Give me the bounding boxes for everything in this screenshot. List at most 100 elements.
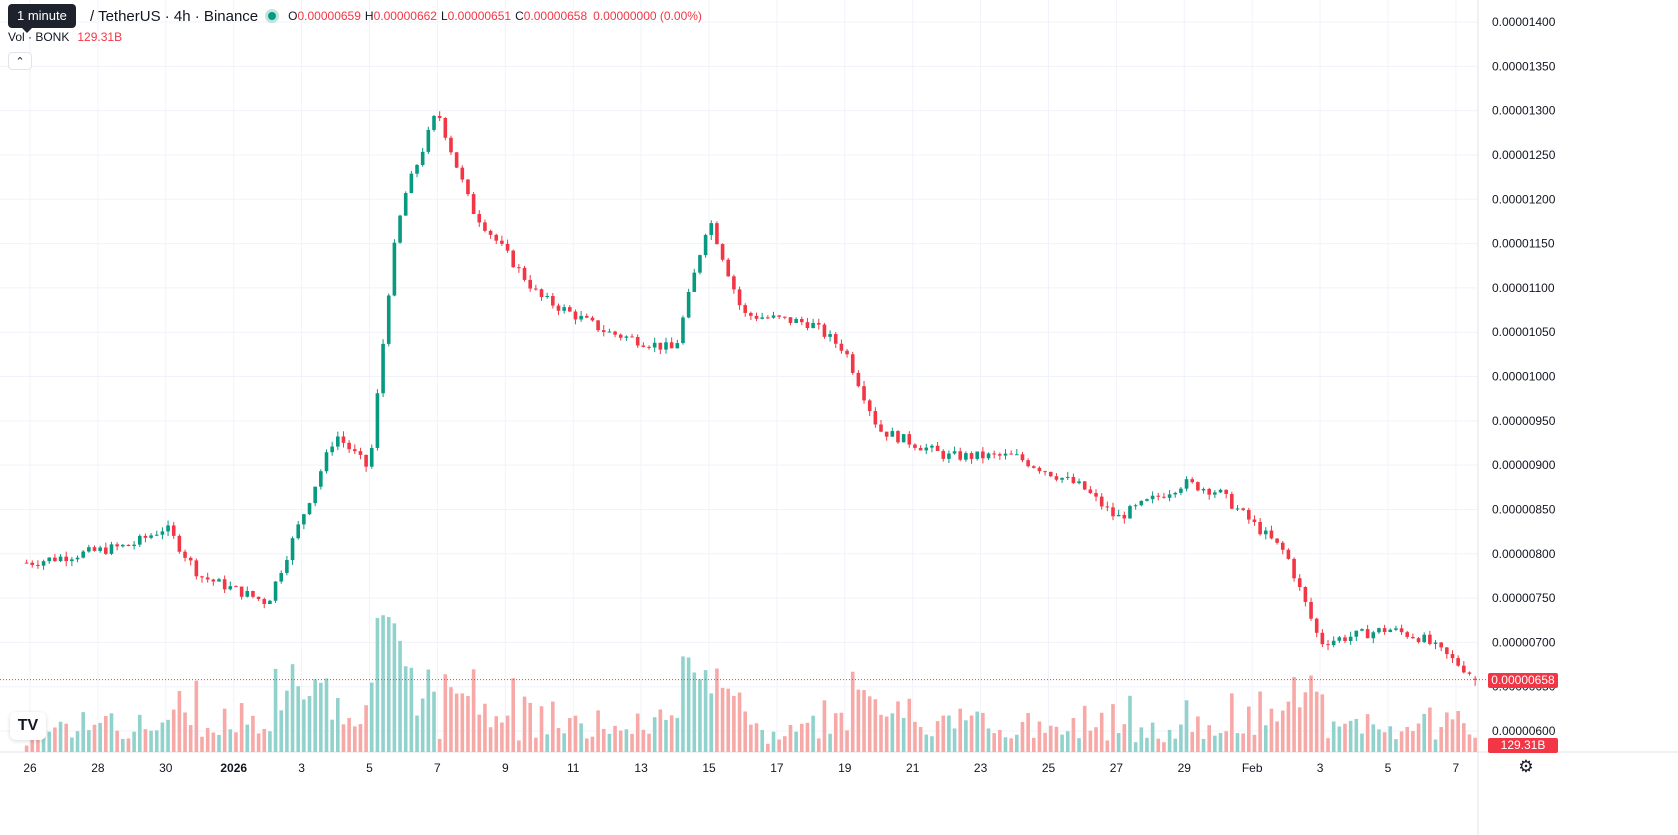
- candle-body: [1088, 489, 1093, 494]
- volume-bar: [245, 724, 250, 752]
- volume-bar: [703, 670, 708, 752]
- volume-bar: [822, 700, 827, 752]
- candle-body: [194, 560, 199, 577]
- volume-bar: [364, 705, 368, 752]
- candle-body: [822, 324, 827, 337]
- candle-body: [879, 424, 883, 432]
- volume-bar: [1297, 707, 1302, 752]
- time-tick-label: Feb: [1242, 761, 1263, 775]
- close-label: C: [515, 9, 524, 23]
- candle-body: [1337, 637, 1342, 641]
- candle-body: [1360, 629, 1364, 631]
- candle-body: [1388, 629, 1393, 632]
- volume-bar: [347, 718, 351, 752]
- volume-bar: [1394, 739, 1398, 752]
- volume-bar: [964, 720, 968, 752]
- candle-body: [1326, 644, 1330, 646]
- candle-body: [92, 547, 97, 551]
- volume-bar: [975, 711, 980, 752]
- volume-bar: [392, 623, 397, 752]
- candle-body: [539, 289, 544, 298]
- volume-bar: [1428, 707, 1432, 752]
- volume-bar: [290, 664, 295, 752]
- volume-bar: [1020, 721, 1025, 752]
- volume-bar: [935, 721, 940, 752]
- candle-body: [1309, 601, 1313, 619]
- volume-bar: [160, 722, 165, 752]
- volume-bar: [799, 723, 804, 752]
- volume-bar: [794, 731, 798, 752]
- time-tick-label: 25: [1042, 761, 1056, 775]
- candle-body: [211, 579, 216, 582]
- volume-bar: [500, 722, 504, 752]
- volume-bar: [166, 719, 170, 752]
- volume-bar: [1326, 738, 1330, 752]
- volume-bar: [1167, 729, 1172, 752]
- symbol-title[interactable]: / TetherUS · 4h · Binance: [90, 7, 259, 25]
- volume-bar: [1462, 723, 1466, 752]
- candle-body: [251, 591, 255, 597]
- volume-bar: [850, 671, 855, 752]
- candle-body: [1263, 530, 1268, 535]
- volume-bar: [1456, 710, 1460, 752]
- volume-label: Vol · BONK: [8, 30, 70, 44]
- volume-bar: [302, 699, 306, 752]
- volume-bar: [884, 716, 889, 752]
- candle-body: [296, 524, 301, 539]
- gear-icon[interactable]: ⚙: [1518, 757, 1534, 776]
- candle-body: [1433, 642, 1438, 644]
- time-tick-label: 5: [366, 761, 373, 775]
- volume-bar: [692, 672, 697, 752]
- volume-bar: [369, 682, 374, 752]
- volume-bar: [36, 735, 40, 752]
- candle-body: [449, 137, 453, 153]
- volume-bar: [1224, 731, 1228, 752]
- volume-bar: [1439, 727, 1443, 752]
- candle-body: [228, 586, 233, 590]
- volume-bar: [228, 729, 233, 752]
- candle-body: [873, 411, 878, 425]
- volume-bar: [771, 731, 776, 752]
- volume-bar: [132, 731, 136, 752]
- volume-bar: [1388, 726, 1393, 752]
- candle-body: [483, 222, 487, 231]
- volume-bar: [766, 743, 770, 752]
- collapse-legend-button[interactable]: ⌃: [8, 52, 32, 70]
- candle-body: [1071, 476, 1076, 484]
- candle-body: [183, 551, 187, 558]
- volume-bar: [1309, 675, 1313, 752]
- candle-body: [1043, 471, 1047, 473]
- volume-bar: [251, 715, 255, 752]
- volume-bar: [743, 711, 748, 752]
- volume-bar: [1241, 733, 1245, 752]
- candle-body: [1252, 519, 1257, 522]
- candle-body: [324, 452, 329, 472]
- candle-body: [494, 234, 499, 241]
- chevron-up-icon: ⌃: [15, 55, 25, 68]
- tradingview-logo[interactable]: TV: [10, 712, 46, 740]
- volume-bar: [1450, 719, 1455, 752]
- volume-bar: [1082, 705, 1087, 752]
- candle-body: [862, 386, 866, 401]
- candle-body: [726, 259, 731, 277]
- volume-bar: [1088, 730, 1093, 752]
- volume-bar: [528, 702, 532, 752]
- time-axis: 26 28 30 2026 3 5 7 9 11 13 15 17 19 21 23 25 27 29 Feb 3 5 7: [23, 761, 1459, 775]
- volume-bar: [1433, 739, 1438, 752]
- volume-bars: [24, 615, 1477, 752]
- candle-body: [1241, 508, 1245, 510]
- volume-bar: [986, 728, 991, 752]
- volume-bar: [1399, 731, 1404, 752]
- candle-body: [681, 317, 685, 344]
- candle-body: [1456, 658, 1460, 666]
- candle-body: [1150, 495, 1155, 500]
- volume-bar: [1105, 740, 1110, 752]
- candle-body: [1156, 495, 1161, 497]
- volume-bar: [1280, 710, 1285, 752]
- volume-bar: [805, 722, 810, 752]
- candle-body: [234, 586, 238, 588]
- volume-bar: [471, 669, 476, 752]
- candle-body: [737, 289, 742, 306]
- candle-body: [720, 244, 725, 260]
